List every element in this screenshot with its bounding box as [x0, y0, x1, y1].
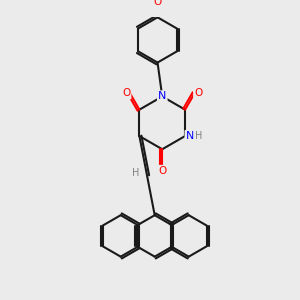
Text: H: H — [195, 131, 202, 141]
Text: O: O — [194, 88, 202, 98]
Text: O: O — [122, 88, 130, 98]
Text: O: O — [153, 0, 162, 7]
Text: O: O — [158, 166, 166, 176]
Text: H: H — [132, 168, 140, 178]
Text: N: N — [186, 131, 194, 141]
Text: N: N — [158, 92, 166, 101]
